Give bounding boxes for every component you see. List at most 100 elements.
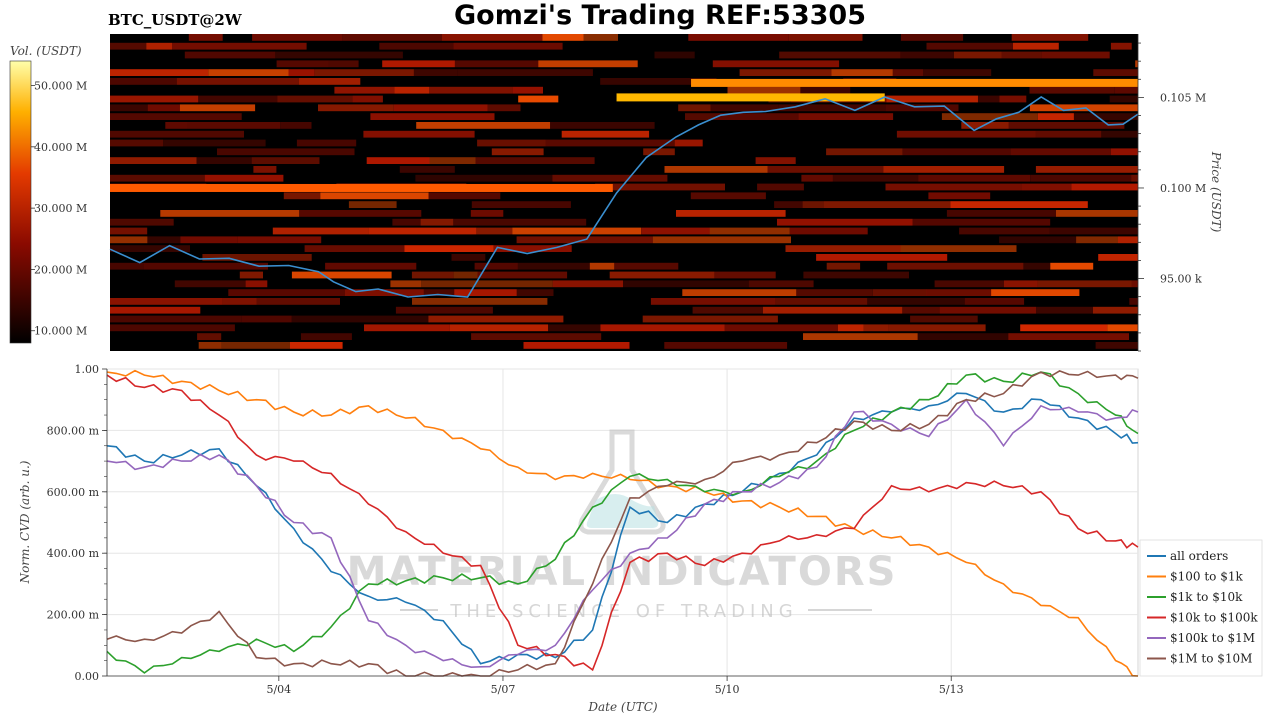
liquidity-band [832,174,919,182]
liquidity-band [221,342,290,349]
liquidity-band [275,51,403,59]
liquidity-band [824,201,951,208]
liquidity-band [516,289,554,296]
liquidity-band [143,262,268,270]
liquidity-band [600,78,717,85]
liquidity-band [1129,298,1138,305]
liquidity-band [256,298,340,305]
liquidity-band [477,271,568,279]
liquidity-band [455,60,539,68]
liquidity-band [110,324,235,332]
liquidity-band [950,201,1088,208]
liquidity-band [404,245,494,252]
liquidity-band [110,78,177,85]
liquidity-band [779,51,901,59]
cvd-series [106,369,1139,677]
colorbar-ticks: 10.000 M 20.000 M 30.000 M 40.000 M 50.000 M [31,80,87,338]
liquidity-band [110,236,148,244]
liquidity-band [801,174,833,182]
colorbar: Vol. (USDT) 10.000 M 20.000 M 30.000 M 40.0… [9,44,87,344]
liquidity-band [652,236,791,244]
y-tick-label: 800.00 m [47,424,100,437]
liquidity-band [910,315,978,323]
liquidity-band [1008,333,1129,340]
liquidity-band [685,113,716,120]
liquidity-band [1049,227,1138,235]
liquidity-band [476,227,513,235]
colorbar-tick-label: 20.000 M [34,263,87,276]
liquidity-band [420,218,454,226]
liquidity-band [595,183,725,191]
liquidity-band [926,289,992,296]
liquidity-band [1107,324,1138,332]
colorbar-tick-label: 40.000 M [34,141,87,154]
liquidity-band [110,306,201,314]
colorbar-tick-label: 10.000 M [34,325,87,338]
price-axis-label: Price (USDT) [1209,151,1223,233]
liquidity-band [174,280,246,288]
liquidity-band [1056,210,1138,217]
liquidity-band [196,157,252,164]
liquidity-band [412,298,548,305]
liquidity-band [197,333,222,340]
liquidity-band [716,113,799,120]
liquidity-band [176,78,299,85]
liquidity-band [334,86,395,94]
liquidity-band [775,298,868,305]
liquidity-band [837,324,864,332]
liquidity-band [110,95,199,103]
liquidity-band [252,34,343,41]
cvd-line [106,370,1139,677]
liquidity-band [1093,306,1138,314]
liquidity-band [1037,280,1132,288]
liquidity-band [999,236,1077,244]
liquidity-band [110,139,164,147]
liquidity-band [641,227,710,235]
liquidity-band [623,280,749,288]
legend-label: $1k to $10k [1170,590,1243,604]
liquidity-band [1021,183,1072,191]
liquidity-band [923,69,992,76]
liquidity-band [939,306,1036,314]
legend-label: $100k to $1M [1170,631,1255,645]
liquidity-band [180,236,238,244]
liquidity-band [678,104,711,112]
watermark-title: MATERIAL INDICATORS [347,549,898,595]
liquidity-band [228,289,345,296]
liquidity-band [714,271,776,279]
price-axis: 95.00 k 0.100 M 0.105 M [1137,34,1206,352]
liquidity-band [110,42,147,50]
liquidity-band [831,69,893,76]
colorbar-tick-label: 30.000 M [34,202,87,215]
liquidity-band [475,157,595,164]
liquidity-band [364,324,450,332]
liquidity-band [471,201,571,208]
liquidity-band [237,236,322,244]
liquidity-band [415,174,553,182]
liquidity-band [392,218,421,226]
liquidity-wall [691,78,1138,87]
liquidity-band [803,333,918,340]
liquidity-band [345,289,424,296]
liquidity-band [411,271,454,279]
price-tick-label: 0.100 M [1160,182,1206,195]
liquidity-band [774,201,803,208]
liquidity-band [1050,262,1094,270]
liquidity-band [589,262,615,270]
liquidity-band [288,69,315,76]
liquidity-band [429,157,476,164]
liquidity-band [421,280,553,288]
liquidity-band [959,227,1050,235]
liquidity-band [552,280,623,288]
heatmap-panel: 95.00 k 0.100 M 0.105 M Price (USDT) [109,34,1223,352]
liquidity-band [600,324,725,332]
liquidity-band [291,271,392,279]
y-tick-label: 0.00 [75,670,100,683]
liquidity-band [826,262,861,270]
liquidity-band [370,113,495,120]
liquidity-band [470,210,504,217]
y-tick-label: 600.00 m [47,486,100,499]
liquidity-band [304,245,405,252]
liquidity-band [110,218,174,226]
liquidity-band [251,157,320,164]
